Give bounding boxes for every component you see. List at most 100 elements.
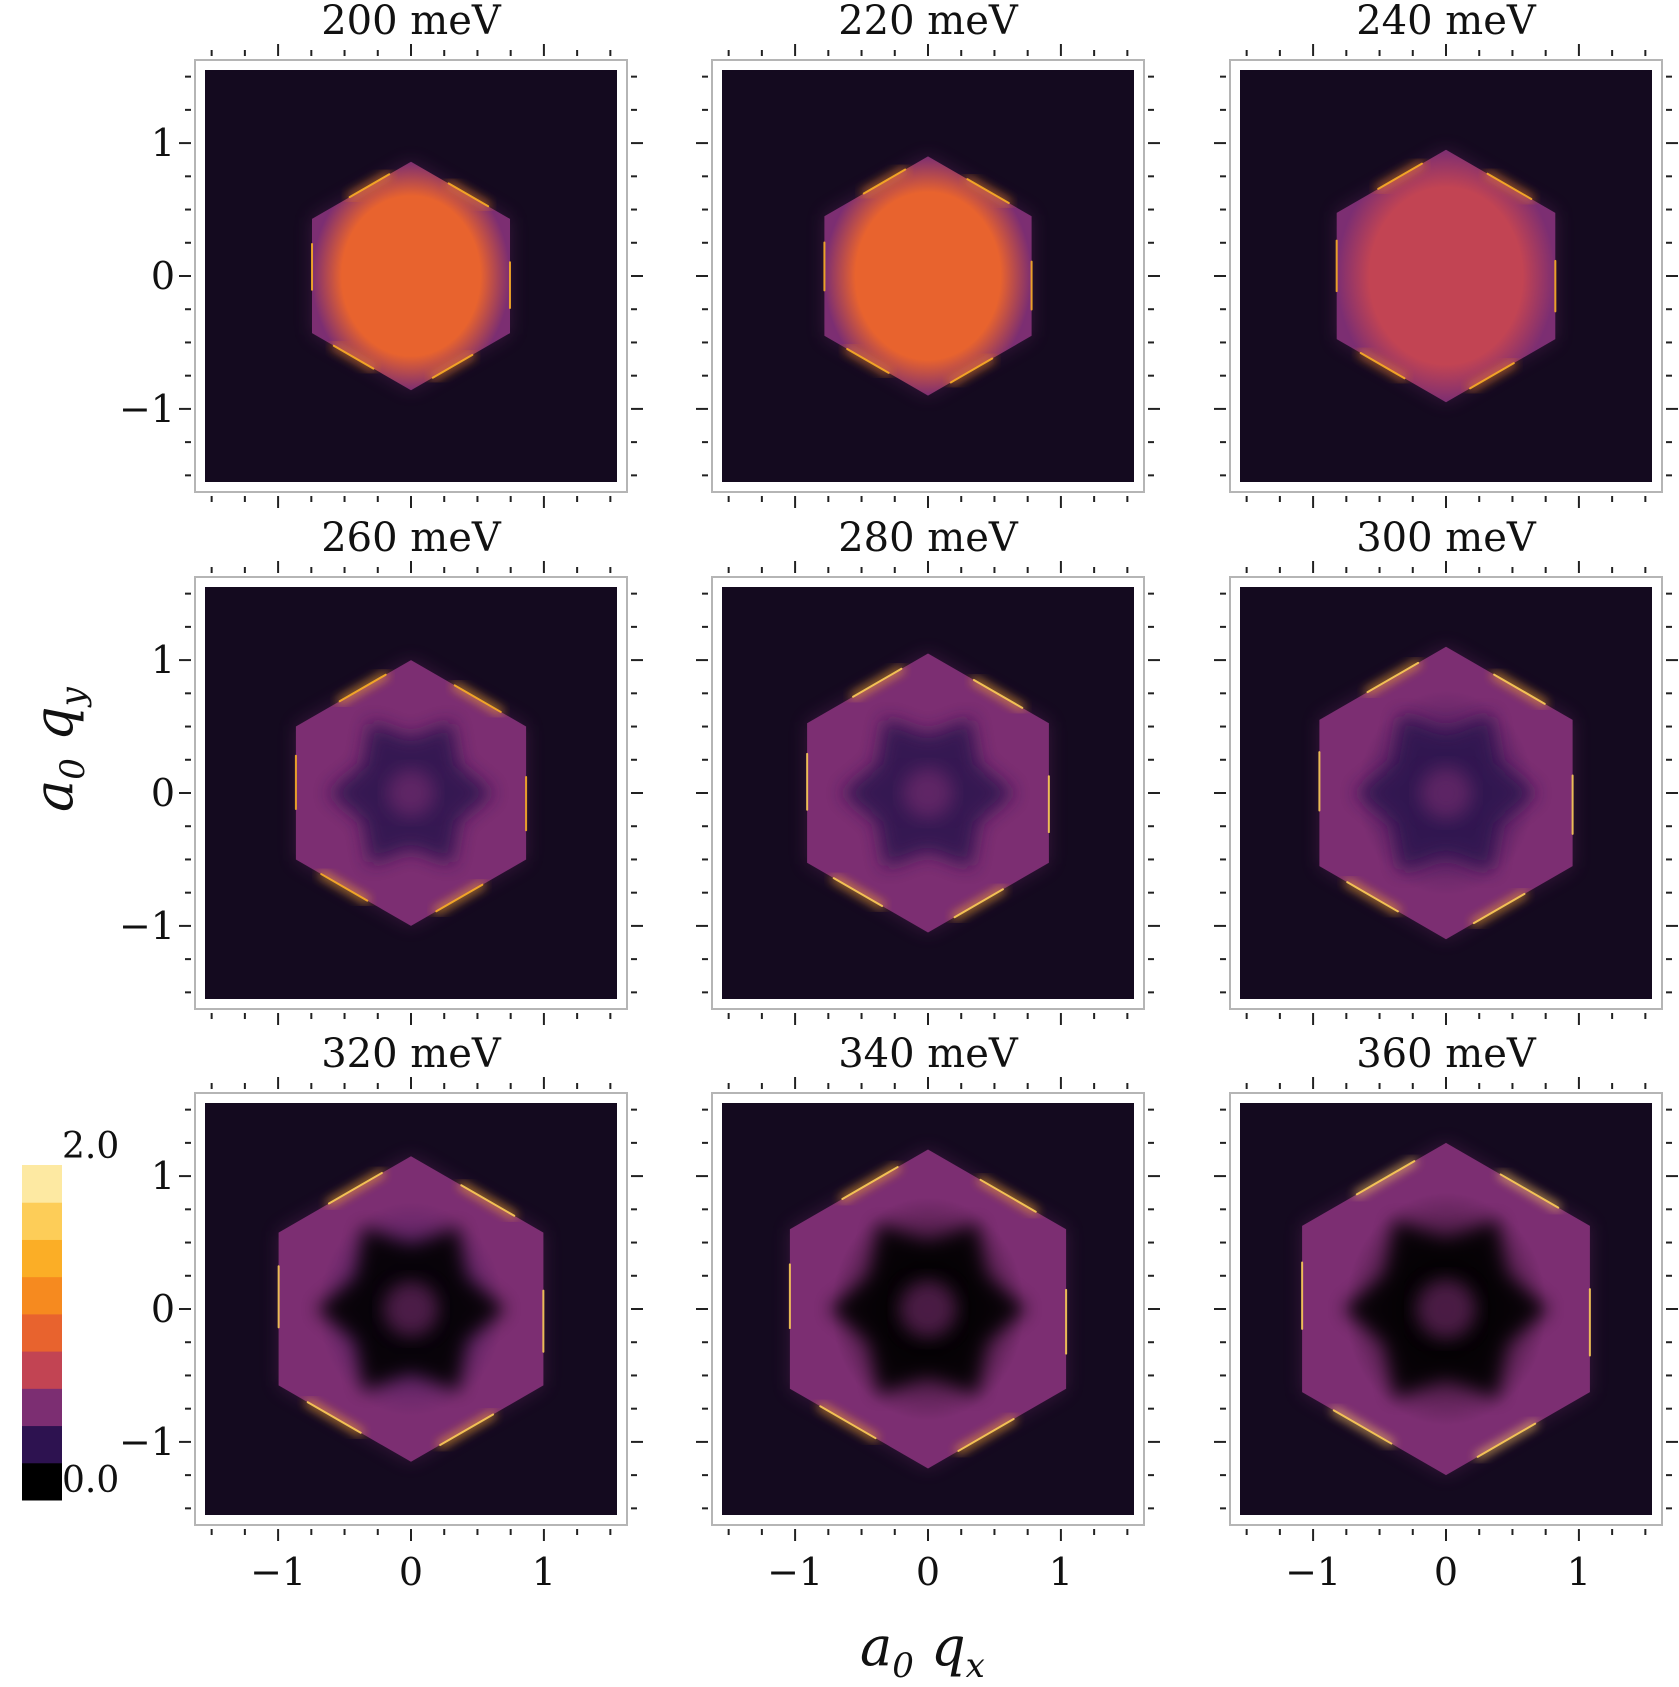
heatmap-panel-280: 280 meV bbox=[696, 515, 1160, 1025]
heatmap-panel-200: 200 meV −1 0 1 bbox=[119, 0, 643, 508]
y-tick-label: 0 bbox=[151, 254, 175, 298]
bright-edge-core bbox=[1486, 172, 1533, 200]
y-axis-label: a0 qy bbox=[22, 686, 93, 812]
bright-edge-core bbox=[1499, 1173, 1560, 1209]
bright-edge-core bbox=[439, 1413, 495, 1447]
bright-edge-core bbox=[1355, 1160, 1416, 1196]
hexagon-fill bbox=[824, 156, 1032, 396]
y-tick-label: −1 bbox=[119, 387, 175, 431]
bright-edge-core bbox=[306, 1401, 362, 1434]
x-tick-label: −1 bbox=[250, 1550, 306, 1594]
panel-frame bbox=[711, 59, 1145, 493]
panel-title: 280 meV bbox=[838, 515, 1019, 561]
y-tick-label: 1 bbox=[151, 121, 175, 165]
bright-edge-core bbox=[949, 357, 994, 384]
center-spot bbox=[383, 1281, 439, 1337]
colorbar-max-label: 2.0 bbox=[62, 1126, 119, 1167]
x-tick-label: 0 bbox=[399, 1550, 423, 1594]
x-tick-label: 0 bbox=[916, 1550, 940, 1594]
bright-edge-core bbox=[1493, 673, 1546, 705]
hexagon-fill bbox=[1336, 149, 1556, 403]
colorbar-min-label: 0.0 bbox=[62, 1460, 119, 1501]
heatmap-panel-340: 340 meV −1 0 1 bbox=[696, 1031, 1160, 1594]
bright-edge-core bbox=[841, 1166, 899, 1200]
colorbar-level bbox=[22, 1313, 62, 1352]
hexagon-fill bbox=[312, 161, 510, 391]
bright-edge-core bbox=[832, 877, 884, 908]
ticks bbox=[696, 44, 1160, 508]
y-tick-label: 1 bbox=[151, 1154, 175, 1198]
bright-edge-core bbox=[846, 347, 890, 374]
ticks bbox=[179, 44, 643, 508]
x-tick-label: 1 bbox=[1567, 1550, 1591, 1594]
panel-title: 260 meV bbox=[321, 515, 502, 561]
x-axis-label: a0 qx bbox=[860, 1615, 985, 1686]
panel-frame bbox=[194, 1092, 628, 1526]
panel-title: 240 meV bbox=[1356, 0, 1537, 44]
panel-title: 300 meV bbox=[1356, 515, 1537, 561]
colorbar-level bbox=[22, 1165, 62, 1203]
panel-frame bbox=[1229, 59, 1663, 493]
panel-frame bbox=[194, 59, 628, 493]
heatmap-panel-260: 260 meV −1 0 1 bbox=[119, 515, 643, 1025]
y-tick-label: −1 bbox=[119, 1420, 175, 1464]
ticks bbox=[1214, 561, 1678, 1025]
bright-edge-core bbox=[979, 1178, 1037, 1213]
ticks bbox=[179, 561, 643, 1025]
panel-frame bbox=[711, 1092, 1145, 1526]
panel-frame bbox=[1229, 576, 1663, 1010]
ticks bbox=[179, 1077, 643, 1541]
center-spot bbox=[1419, 766, 1473, 820]
colorbar bbox=[22, 1165, 62, 1501]
panel-frame bbox=[711, 576, 1145, 1010]
bright-edge-core bbox=[320, 873, 369, 902]
heatmap-panel-240: 240 meV bbox=[1214, 0, 1678, 508]
bright-edge-core bbox=[852, 667, 903, 698]
heatmap-panel-320: 320 meV −1 0 1 −1 0 1 bbox=[119, 1031, 643, 1594]
bright-edge-core bbox=[348, 173, 391, 199]
x-tick-label: 1 bbox=[532, 1550, 556, 1594]
y-tick-label: 0 bbox=[151, 1287, 175, 1331]
svg-text:a0 qy: a0 qy bbox=[22, 686, 93, 812]
ticks bbox=[1214, 44, 1678, 508]
colorbar-level bbox=[22, 1388, 62, 1427]
panel-title: 320 meV bbox=[321, 1031, 502, 1077]
bright-edge-core bbox=[1346, 881, 1399, 913]
bright-edge-core bbox=[338, 673, 387, 703]
x-tick-label: 1 bbox=[1049, 1550, 1073, 1594]
colorbar-level bbox=[22, 1462, 62, 1501]
heatmap-panels: 200 meV −1 0 1 220 meV 240 meV 260 meV −1 0 1 280 … bbox=[119, 0, 1678, 1594]
bright-edge-core bbox=[972, 678, 1024, 709]
heatmap-panel-360: 360 meV −1 0 1 bbox=[1214, 1031, 1678, 1594]
center-spot bbox=[899, 1280, 957, 1338]
bright-edge-core bbox=[435, 883, 484, 913]
bright-edge-core bbox=[453, 684, 502, 713]
bright-edge-core bbox=[957, 1418, 1015, 1452]
bright-edge-core bbox=[819, 1405, 877, 1440]
ticks bbox=[696, 561, 1160, 1025]
center-spot bbox=[902, 767, 954, 819]
colorbar-level bbox=[22, 1202, 62, 1240]
bright-edge-core bbox=[1377, 162, 1423, 190]
colorbar-level bbox=[22, 1276, 62, 1315]
bright-edge-core bbox=[460, 1184, 516, 1217]
heatmap-panel-220: 220 meV bbox=[696, 0, 1160, 508]
y-tick-label: 1 bbox=[151, 638, 175, 682]
panel-title: 340 meV bbox=[838, 1031, 1019, 1077]
bright-edge-core bbox=[447, 182, 490, 208]
y-tick-label: −1 bbox=[119, 904, 175, 948]
bright-edge-core bbox=[1366, 661, 1420, 694]
center-spot bbox=[1416, 1279, 1476, 1339]
x-tick-label: 0 bbox=[1434, 1550, 1458, 1594]
svg-text:a0 qx: a0 qx bbox=[860, 1615, 985, 1686]
bright-edge-core bbox=[332, 344, 375, 370]
bright-edge-core bbox=[953, 888, 1004, 919]
x-tick-label: −1 bbox=[1285, 1550, 1341, 1594]
bright-edge-core bbox=[1469, 362, 1515, 390]
y-tick-label: 0 bbox=[151, 771, 175, 815]
center-spot bbox=[387, 769, 435, 817]
panel-frame bbox=[194, 576, 628, 1010]
panel-title: 220 meV bbox=[838, 0, 1019, 44]
ticks bbox=[696, 1077, 1160, 1541]
